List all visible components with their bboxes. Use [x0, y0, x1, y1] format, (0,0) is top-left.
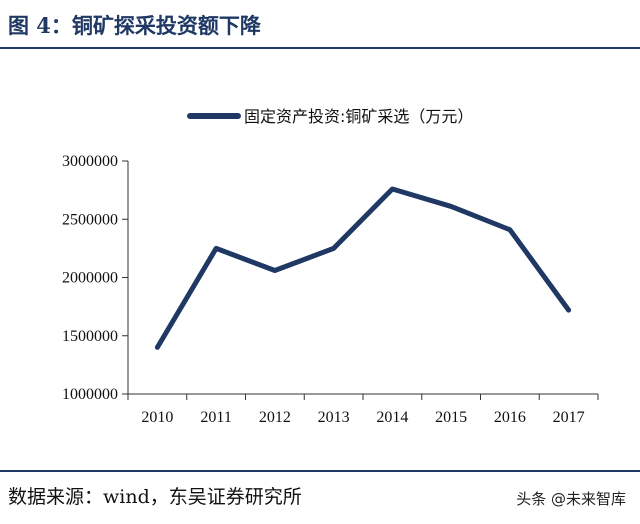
series-group: [154, 186, 572, 350]
title-bar: 图 4：铜矿探采投资额下降: [0, 0, 640, 48]
page-title: 图 4：铜矿探采投资额下降: [8, 13, 261, 38]
x-axis: 2010 2011 2012 2013 2014 2015 2016 2017: [127, 393, 599, 426]
x-tick-label: 2015: [435, 409, 467, 426]
source-note: 数据来源：wind，东吴证券研究所: [8, 486, 302, 508]
x-tick-label: 2010: [141, 409, 173, 426]
y-tick-label: 3000000: [62, 153, 118, 170]
top-divider: [0, 47, 640, 49]
x-tick-label: 2014: [376, 409, 408, 426]
x-tick-label: 2016: [494, 409, 526, 426]
series-line: [154, 186, 572, 350]
x-tick-label: 2011: [200, 409, 231, 426]
x-tick-label: 2013: [318, 409, 350, 426]
legend: 固定资产投资:铜矿采选（万元）: [187, 107, 473, 126]
bottom-divider: [0, 470, 640, 472]
y-tick-label: 2000000: [62, 270, 118, 287]
watermark: 头条 @未来智库: [516, 490, 626, 508]
x-tick-label: 2017: [553, 409, 585, 426]
y-axis: 1000000 1500000 2000000 2500000 3000000: [62, 153, 129, 403]
legend-label: 固定资产投资:铜矿采选（万元）: [244, 107, 473, 126]
y-tick-label: 2500000: [62, 211, 118, 228]
y-tick-label: 1000000: [62, 386, 118, 403]
y-tick-label: 1500000: [62, 328, 118, 345]
x-tick-label: 2012: [259, 409, 291, 426]
